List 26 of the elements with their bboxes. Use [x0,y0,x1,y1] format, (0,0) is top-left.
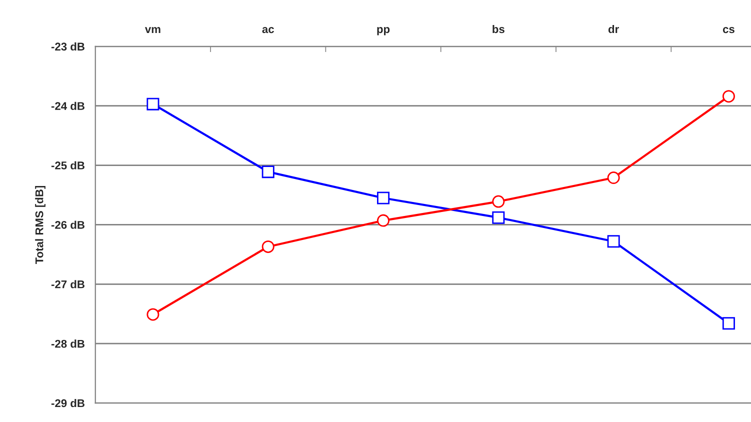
point [722,90,735,103]
y-tick-label: -23 dB [51,42,84,51]
y-tick-label: -27 dB [51,280,84,288]
point [377,192,390,204]
x-tick-label: bs [492,24,504,34]
point [262,240,274,253]
y-tick-label: -29 dB [51,398,84,408]
x-tick-label: vm [144,27,160,34]
point [607,172,620,184]
point [146,308,160,321]
y-axis-title: Total RMS [dB] [35,186,46,264]
point [722,317,735,330]
point [262,166,274,178]
x-tick-label: ac [262,27,274,34]
x-tick-label: dr [608,24,619,34]
x-tick-label: cs [722,27,734,34]
point [607,235,620,248]
point [492,195,505,208]
y-tick-label: -25 dB [51,161,84,170]
point [377,214,390,227]
point [492,211,505,224]
y-tick-label: -24 dB [51,102,84,110]
y-tick-label: -26 dB [51,220,84,229]
x-tick-label: pp [377,27,390,36]
point [146,98,160,110]
y-tick-label: -28 dB [51,340,84,348]
